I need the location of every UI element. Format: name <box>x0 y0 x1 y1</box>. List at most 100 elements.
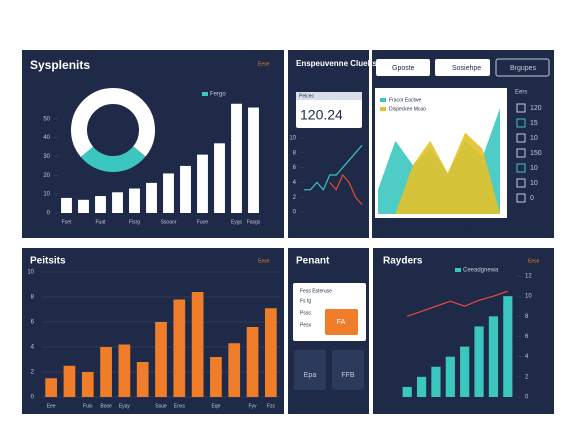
data-line <box>406 290 509 317</box>
action-button[interactable] <box>325 309 358 335</box>
form-row: Fess Esteruse <box>300 288 332 294</box>
y-tick-label: 4 <box>293 180 297 186</box>
legend-label: Fracor Eactwe <box>389 97 421 103</box>
checkbox <box>516 103 526 113</box>
button[interactable] <box>376 59 430 76</box>
checkbox <box>516 193 526 203</box>
form-row: Pesx <box>300 322 312 328</box>
bar <box>248 107 259 213</box>
annotation-marker <box>455 268 461 272</box>
x-tick-label: Ssue <box>155 403 167 409</box>
bar <box>173 299 186 397</box>
panel <box>22 248 284 414</box>
tag[interactable]: Eese <box>258 258 270 264</box>
y-tick-label: 10 <box>43 192 50 198</box>
y-tick-label: 20 <box>43 173 50 179</box>
bar <box>63 365 76 397</box>
tag[interactable]: Eese <box>528 258 540 264</box>
y-tick-label: 2 <box>293 195 297 201</box>
bar <box>100 347 112 397</box>
y-tick-label: 10 <box>289 136 296 142</box>
x-tick-label: Fuat <box>95 219 106 225</box>
bar <box>416 376 427 397</box>
bar <box>264 308 277 397</box>
bar <box>231 103 242 213</box>
bar <box>246 327 259 397</box>
bar <box>118 344 131 397</box>
checkbox <box>516 133 526 143</box>
x-tick-label: Ewa <box>425 220 435 226</box>
button-label[interactable]: Brgupes <box>510 65 537 72</box>
bar <box>136 362 149 397</box>
bar <box>155 322 167 397</box>
x-tick-label: Eyay <box>119 403 131 409</box>
panel <box>288 50 369 238</box>
bar <box>488 316 499 397</box>
y-tick-label: 6 <box>31 320 35 326</box>
annotation: Ceeadgnewa <box>463 268 499 274</box>
y-tick-label: 10 <box>525 294 532 300</box>
bar <box>210 357 222 397</box>
x-tick-label: Fse <box>374 220 383 226</box>
checkbox <box>516 178 526 188</box>
bar <box>460 346 470 397</box>
x-tick-label: Eqe <box>211 403 220 409</box>
x-tick-label: Ssoaor <box>161 219 177 225</box>
button[interactable] <box>435 59 490 76</box>
side-item: 150 <box>530 150 542 157</box>
side-item: 0 <box>530 195 534 202</box>
annotation-marker <box>202 92 208 96</box>
button-label[interactable]: Sosiehpe <box>452 65 481 72</box>
legend-swatch <box>380 98 386 102</box>
x-tick-label: Eee <box>47 403 56 409</box>
donut-segment <box>71 88 155 157</box>
action-label[interactable]: FA <box>337 319 346 326</box>
bar <box>431 366 441 397</box>
y-tick-label: 8 <box>525 314 529 320</box>
bar <box>81 372 94 397</box>
y-tick-label: 2 <box>31 370 35 376</box>
checkbox <box>516 163 526 173</box>
y-tick-label: 0 <box>47 211 51 217</box>
bar <box>402 386 412 397</box>
panel-title: Sysplenits <box>30 58 90 72</box>
y-tick-label: 12 <box>525 274 532 280</box>
tile[interactable] <box>294 350 326 390</box>
tile-label[interactable]: Epa <box>304 372 317 379</box>
form-row: Psss <box>300 310 311 316</box>
legend-label: Dispeckee Mcao <box>389 106 426 112</box>
tag[interactable]: Eese <box>258 61 270 67</box>
bar <box>112 192 123 213</box>
checkbox <box>516 148 526 158</box>
kpi-card <box>296 92 362 128</box>
y-tick-label: 6 <box>525 334 529 340</box>
annotation: Fergo <box>210 92 226 98</box>
y-tick-label: 4 <box>31 345 35 351</box>
bar <box>503 296 513 397</box>
tile[interactable] <box>332 350 364 390</box>
panel-title: Penant <box>296 256 330 267</box>
bar <box>129 188 140 213</box>
area <box>378 132 500 214</box>
y-tick-label: 6 <box>293 165 297 171</box>
bar <box>45 378 58 397</box>
x-tick-label: Fisrg <box>129 219 140 225</box>
y-tick-label: 40 <box>43 135 50 141</box>
side-item: 10 <box>530 180 538 187</box>
bar <box>180 165 191 213</box>
y-tick-label: 8 <box>31 295 35 301</box>
kpi-label: Pelcec <box>299 93 315 99</box>
donut-segment <box>80 146 146 172</box>
button[interactable] <box>495 58 550 77</box>
bar <box>61 197 72 213</box>
y-tick-label: 4 <box>525 354 529 360</box>
x-tick-label: Ees <box>409 220 418 226</box>
button-label[interactable]: Gposte <box>392 65 415 72</box>
tile-label[interactable]: FFB <box>341 372 355 379</box>
x-tick-label: Eygs <box>231 219 243 225</box>
x-tick-label: Fasgs <box>247 219 261 225</box>
side-item: 10 <box>530 165 538 172</box>
bar <box>146 182 157 213</box>
x-tick-label: Cee <box>495 220 504 226</box>
